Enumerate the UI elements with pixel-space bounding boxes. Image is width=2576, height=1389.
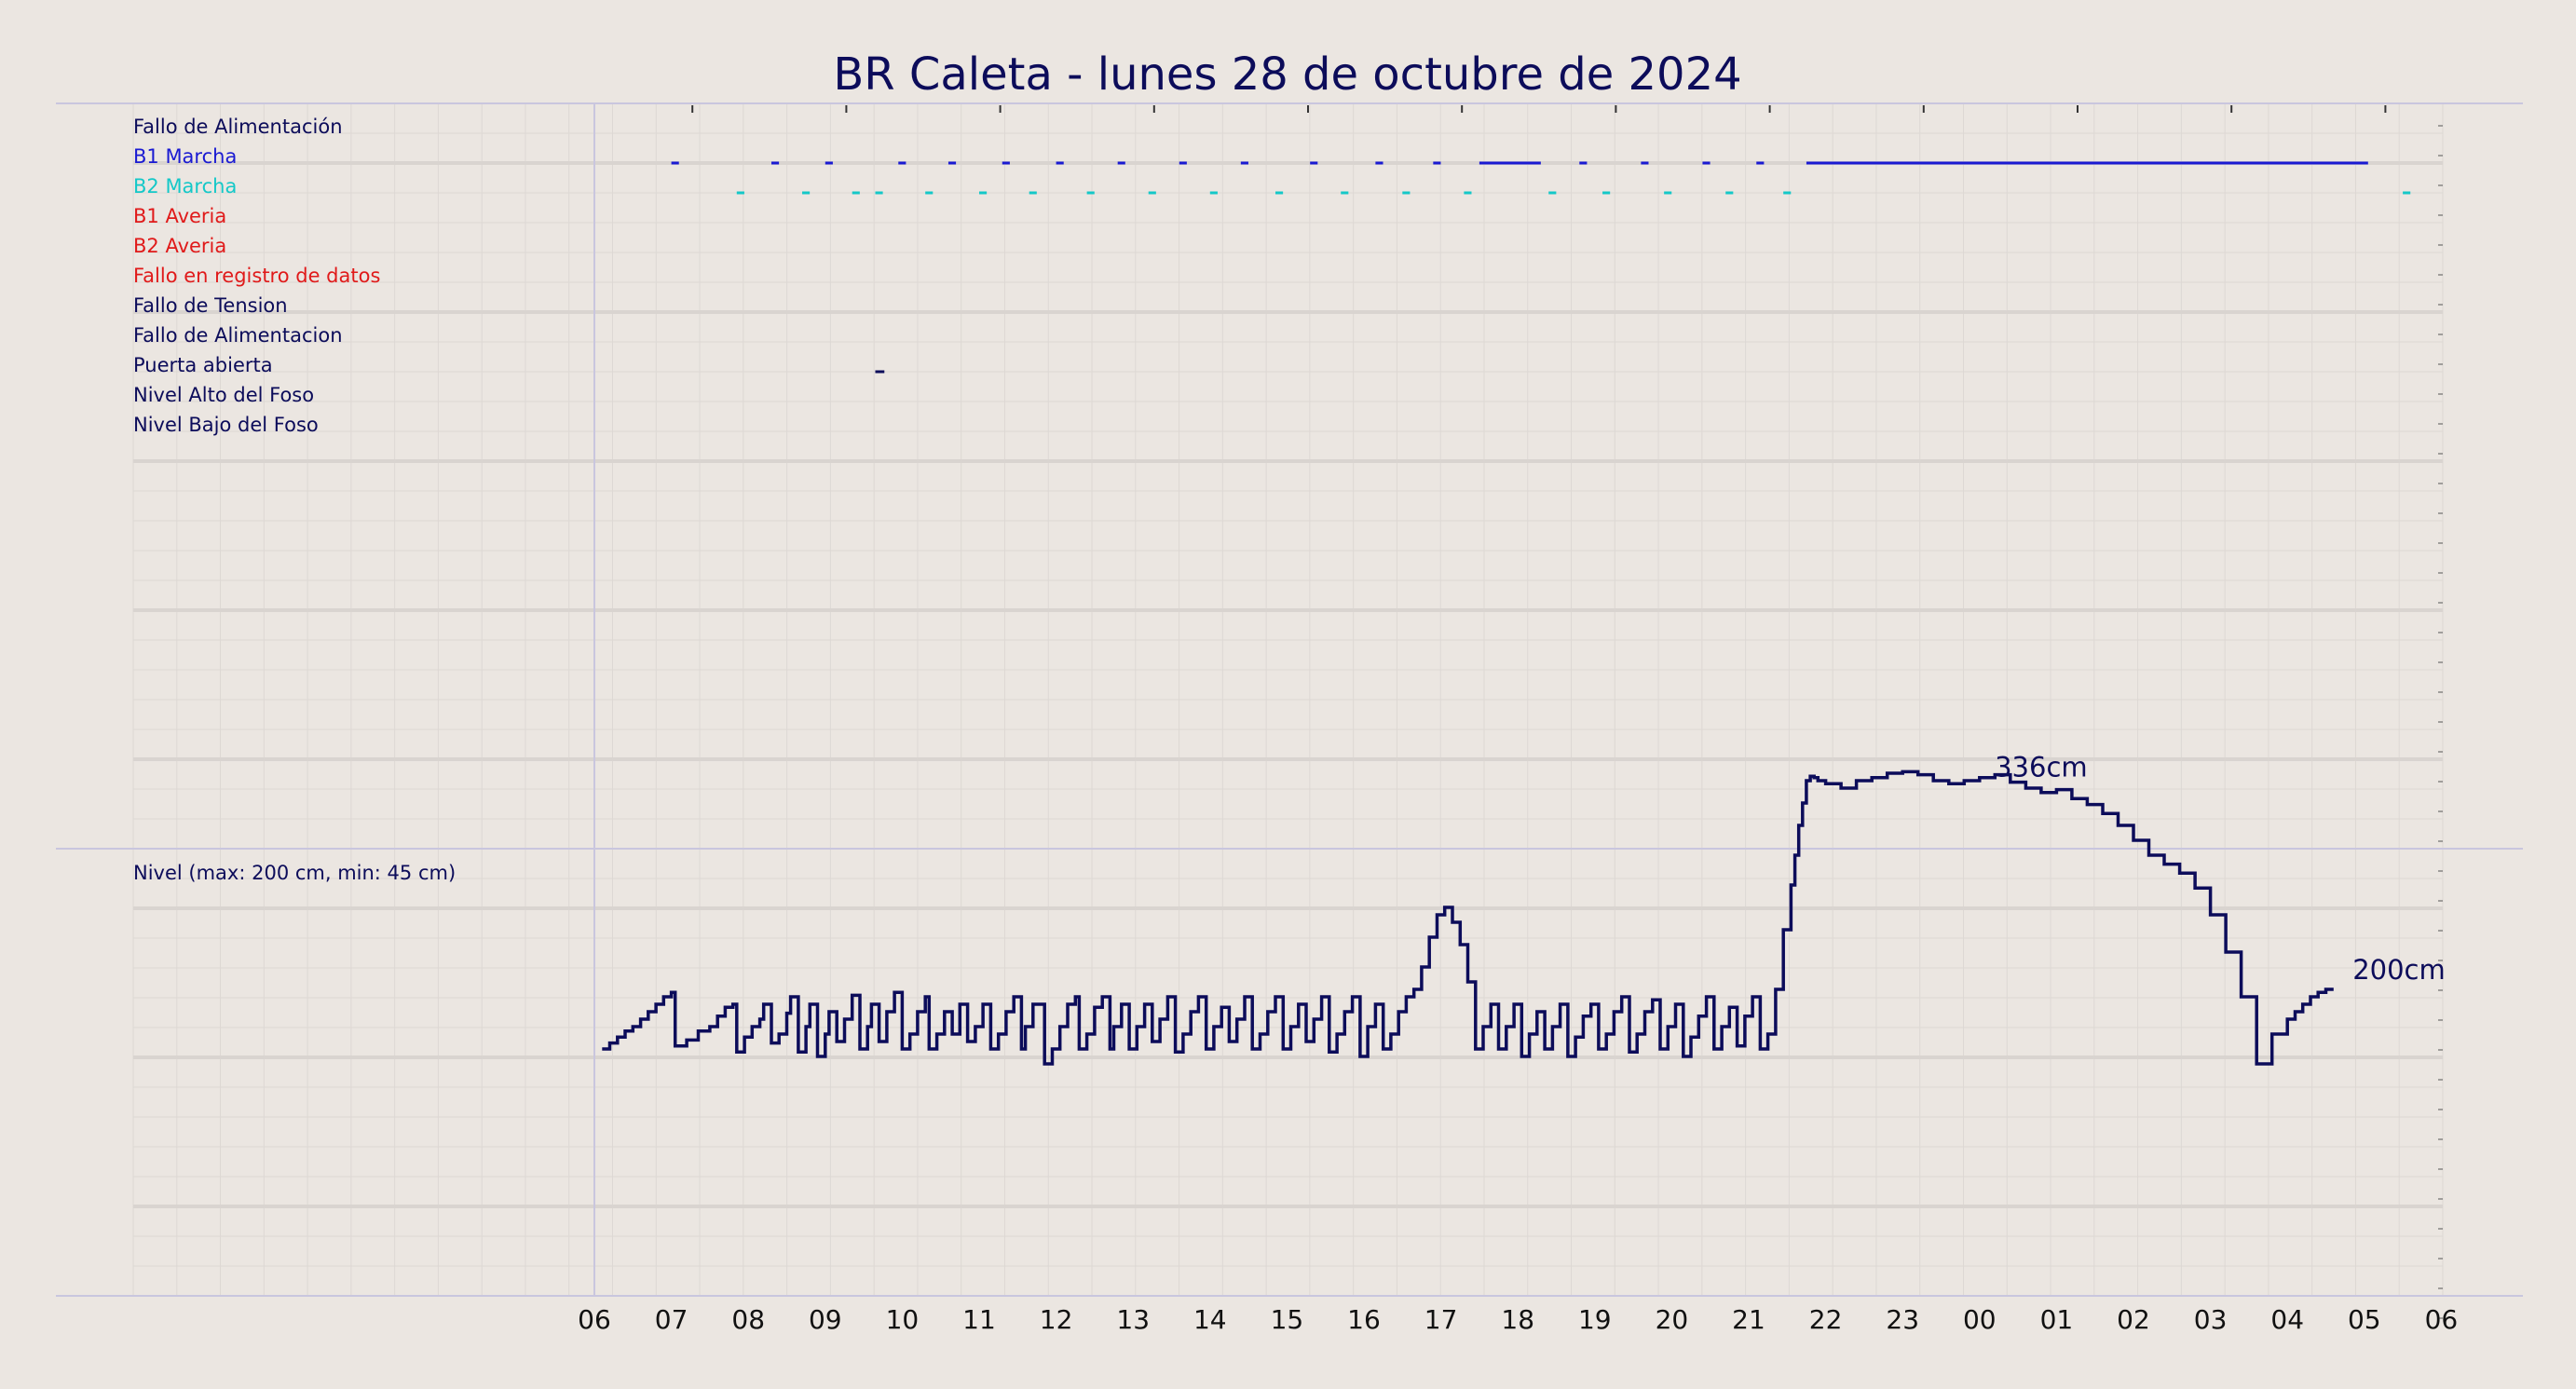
value-annotation: 200cm: [2352, 954, 2446, 986]
event-row-label: B1 Averia: [133, 205, 226, 227]
x-tick-label: 11: [962, 1304, 996, 1335]
event-row-label: Puerta abierta: [133, 354, 273, 376]
grid-layer: [132, 102, 2444, 1319]
x-tick-label: 03: [2194, 1304, 2228, 1335]
event-row-label: Nivel Alto del Foso: [133, 384, 314, 406]
x-tick-label: 21: [1732, 1304, 1765, 1335]
event-row-label: Nivel Bajo del Foso: [133, 414, 319, 436]
event-row-label: B2 Averia: [133, 235, 226, 257]
level-axis-label: Nivel (max: 200 cm, min: 45 cm): [133, 862, 456, 884]
x-tick-label: 01: [2040, 1304, 2074, 1335]
x-tick-label: 06: [578, 1304, 611, 1335]
x-tick-label: 19: [1578, 1304, 1612, 1335]
value-annotation: 336cm: [1995, 751, 2088, 783]
x-tick-label: 08: [731, 1304, 765, 1335]
level-series-layer: [602, 769, 2334, 1066]
x-tick-label: 05: [2348, 1304, 2381, 1335]
event-row-label: B2 Marcha: [133, 175, 237, 197]
event-row-label: Fallo de Alimentacion: [133, 324, 343, 347]
x-tick-label: 07: [655, 1304, 688, 1335]
x-tick-label: 22: [1809, 1304, 1843, 1335]
x-tick-label: 14: [1193, 1304, 1227, 1335]
x-tick-label: 00: [1963, 1304, 1997, 1335]
x-tick-label: 12: [1040, 1304, 1073, 1335]
x-tick-label: 17: [1424, 1304, 1458, 1335]
chart-title: BR Caleta - lunes 28 de octubre de 2024: [833, 48, 1741, 101]
event-row-label: Fallo de Tension: [133, 294, 288, 317]
x-tick-label: 20: [1656, 1304, 1689, 1335]
x-tick-label: 04: [2270, 1304, 2304, 1335]
x-tick-label: 18: [1501, 1304, 1534, 1335]
level-series-line: [602, 769, 2334, 1066]
x-tick-label: 06: [2425, 1304, 2459, 1335]
event-row-label: Fallo de Alimentación: [133, 116, 343, 138]
event-row-label: B1 Marcha: [133, 145, 237, 168]
event-rows: Fallo de Alimentación B1 Marcha B2 Marcha B…: [133, 116, 2411, 436]
x-tick-label: 10: [886, 1304, 920, 1335]
x-tick-label: 15: [1271, 1304, 1304, 1335]
x-tick-label: 16: [1347, 1304, 1381, 1335]
x-tick-label: 09: [809, 1304, 842, 1335]
x-tick-label: 13: [1116, 1304, 1150, 1335]
x-tick-label: 02: [2117, 1304, 2150, 1335]
x-axis-ticks: 06 07 08 09 10 11 12 13 14 15 16 17 18 19 20 21 22 23 00 01…: [578, 1304, 2458, 1335]
x-tick-label: 23: [1886, 1304, 1919, 1335]
event-row-label: Fallo en registro de datos: [133, 265, 380, 287]
annotations: 336cm 200cm: [1995, 751, 2446, 986]
